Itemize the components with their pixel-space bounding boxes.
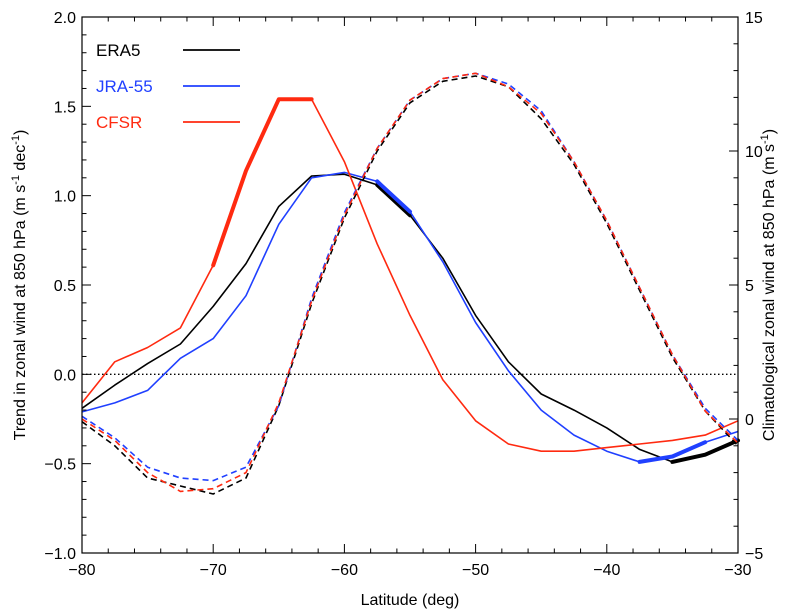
y-axis-title-mid: dec (12, 145, 29, 175)
y-axis-title-sup1: -1 (10, 175, 22, 185)
y2-axis-title-suffix: ) (761, 129, 778, 134)
series-bold-segment-0 (375, 182, 412, 218)
plot-frame (81, 16, 739, 554)
legend-label: ERA5 (96, 41, 140, 60)
x-tick-label: −60 (331, 562, 358, 579)
x-tick-label: −50 (462, 562, 489, 579)
y-axis-title: Trend in zonal wind at 850 hPa (m s-1 de… (10, 130, 29, 441)
y2-axis-title-sup1: -1 (759, 134, 771, 144)
y2-tick-label: 15 (745, 10, 763, 27)
legend: ERA5 JRA-55 CFSR (96, 41, 240, 132)
y-tick-label: 1.0 (54, 189, 76, 206)
series-line-3 (81, 75, 739, 495)
series-layer (81, 72, 740, 495)
y-axis-title-prefix: Trend in zonal wind at 850 hPa (m s (12, 185, 29, 441)
y-tick-label: 1.5 (54, 99, 76, 116)
y-tick-label: 0.5 (54, 278, 76, 295)
y-axis-title-suffix: ) (12, 130, 29, 135)
y-tick-label: 2.0 (54, 10, 76, 27)
y2-tick-label: −5 (745, 546, 763, 563)
legend-label: JRA-55 (96, 77, 153, 96)
series-bold-segment-1 (375, 179, 412, 214)
series-line-2 (81, 98, 739, 453)
series-bold-segment-1 (637, 440, 708, 464)
x-tick-label: −30 (724, 562, 751, 579)
series-bold-segment-2 (211, 97, 314, 268)
y2-tick-label: 0 (745, 412, 754, 429)
ticks-layer: −80 −70 −60 −50 −40 −30−1.0−0.50.00.51.01.52.… (44, 10, 763, 579)
y-axis-title-sup2: -1 (10, 135, 22, 145)
x-tick-label: −70 (200, 562, 227, 579)
y-tick-label: −0.5 (44, 457, 76, 474)
y-tick-label: −1.0 (44, 546, 76, 563)
y2-tick-label: 5 (745, 278, 754, 295)
series-line-0 (81, 173, 739, 463)
y2-tick-label: 10 (745, 144, 763, 161)
y-tick-label: 0.0 (54, 367, 76, 384)
series-line-4 (81, 72, 739, 482)
x-axis-title: Latitude (deg) (361, 592, 460, 609)
y2-axis-title: Climatological zonal wind at 850 hPa (m … (759, 129, 778, 441)
x-tick-label: −40 (593, 562, 620, 579)
series-bold-segment-0 (670, 438, 740, 464)
y2-axis-title-prefix: Climatological zonal wind at 850 hPa (m … (761, 144, 778, 441)
x-tick-label: −80 (68, 562, 95, 579)
series-line-5 (81, 72, 739, 493)
legend-label: CFSR (96, 113, 142, 132)
